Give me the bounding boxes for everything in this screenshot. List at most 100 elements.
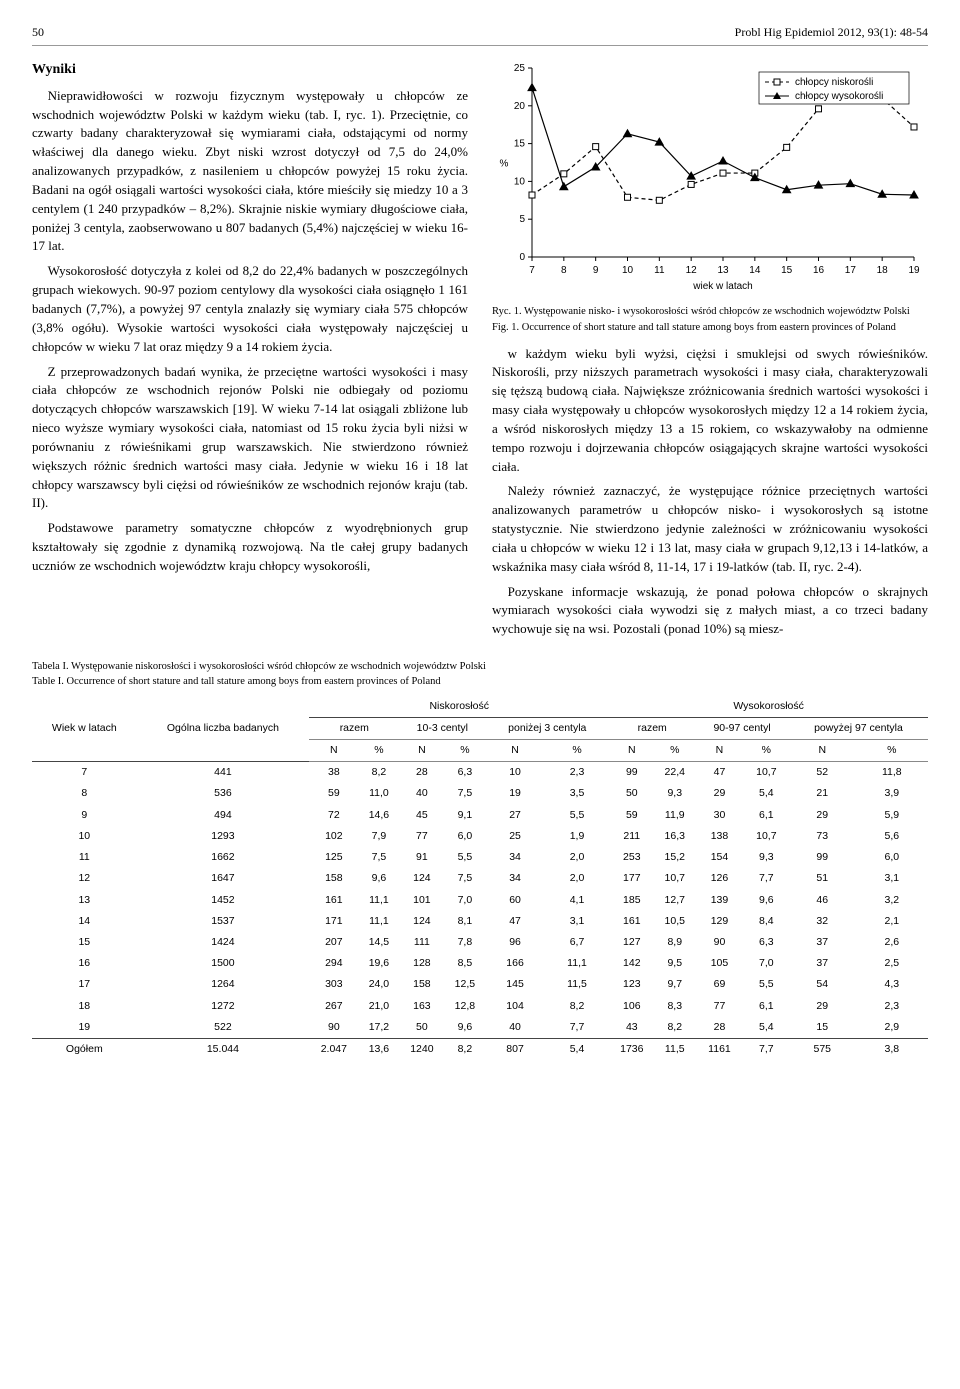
table-cell: 267 xyxy=(309,996,358,1017)
caption-en: Fig. 1. Occurrence of short stature and … xyxy=(492,321,928,335)
table-cell: 128 xyxy=(399,953,444,974)
svg-text:19: 19 xyxy=(908,265,920,276)
table-cell: 6,1 xyxy=(744,996,789,1017)
table-cell: 47 xyxy=(485,911,544,932)
table-cell: 105 xyxy=(695,953,744,974)
table-cell: 51 xyxy=(789,868,856,889)
table-cell: 1293 xyxy=(137,826,310,847)
body-columns: Wyniki Nieprawidłowości w rozwoju fizycz… xyxy=(32,60,928,645)
table-cell: 73 xyxy=(789,826,856,847)
table-cell: 15 xyxy=(789,1017,856,1039)
table-cell: 13,6 xyxy=(358,1039,399,1061)
table-cell: 1161 xyxy=(695,1039,744,1061)
table-cell: 43 xyxy=(609,1017,654,1039)
table-cell: 24,0 xyxy=(358,974,399,995)
table-row: 94947214,6459,1275,55911,9306,1295,9 xyxy=(32,805,928,826)
svg-text:10: 10 xyxy=(622,265,634,276)
col-tall-group: Wysokorosłość xyxy=(609,696,928,718)
table-cell: 15.044 xyxy=(137,1039,310,1061)
table-cell: 441 xyxy=(137,762,310,784)
table-cell: 2,5 xyxy=(856,953,928,974)
table-cell: 40 xyxy=(399,783,444,804)
table-cell: 7,5 xyxy=(444,868,485,889)
col-age: Wiek w latach xyxy=(32,696,137,762)
table-cell: 575 xyxy=(789,1039,856,1061)
table-cell: 11,5 xyxy=(545,974,609,995)
table-cell: 46 xyxy=(789,890,856,911)
section-heading: Wyniki xyxy=(32,60,468,80)
para: Podstawowe parametry somatyczne chłopców… xyxy=(32,519,468,576)
table-cell: 7,7 xyxy=(744,1039,789,1061)
table-cell: 253 xyxy=(609,847,654,868)
table-cell: 7,5 xyxy=(358,847,399,868)
col-n: N xyxy=(309,740,358,762)
para: Pozyskane informacje wskazują, że ponad … xyxy=(492,583,928,640)
table-cell: 37 xyxy=(789,932,856,953)
table-cell: 6,1 xyxy=(744,805,789,826)
table-cell: 15 xyxy=(32,932,137,953)
table-cell: 185 xyxy=(609,890,654,911)
table-cell: 34 xyxy=(485,847,544,868)
table-cell: 8,2 xyxy=(654,1017,695,1039)
svg-text:18: 18 xyxy=(877,265,889,276)
col-pct: % xyxy=(358,740,399,762)
figure-1: 051015202578910111213141516171819%wiek w… xyxy=(492,60,928,334)
table-cell: 166 xyxy=(485,953,544,974)
table-cell: 123 xyxy=(609,974,654,995)
table-cell: 6,3 xyxy=(744,932,789,953)
table-cell: 17 xyxy=(32,974,137,995)
table-cell: 22,4 xyxy=(654,762,695,784)
table-cell: 77 xyxy=(399,826,444,847)
table-cell: 5,4 xyxy=(744,1017,789,1039)
table-cell: 2,3 xyxy=(545,762,609,784)
table-cell: 16,3 xyxy=(654,826,695,847)
table-cell: 1,9 xyxy=(545,826,609,847)
table-cell: 19,6 xyxy=(358,953,399,974)
table-cell: 28 xyxy=(399,762,444,784)
svg-text:11: 11 xyxy=(654,265,665,276)
svg-text:15: 15 xyxy=(781,265,793,276)
table-cell: 29 xyxy=(695,783,744,804)
table-caption-en: Table I. Occurrence of short stature and… xyxy=(32,674,928,689)
svg-text:%: % xyxy=(500,159,509,170)
table-cell: 3,8 xyxy=(856,1039,928,1061)
table-cell: 139 xyxy=(695,890,744,911)
table-cell: 5,9 xyxy=(856,805,928,826)
table-cell: 18 xyxy=(32,996,137,1017)
table-cell: 171 xyxy=(309,911,358,932)
table-total-row: Ogółem15.0442.04713,612408,28075,4173611… xyxy=(32,1039,928,1061)
table-cell: 8,4 xyxy=(744,911,789,932)
table-cell: 1736 xyxy=(609,1039,654,1061)
table-cell: 494 xyxy=(137,805,310,826)
col-below3: poniżej 3 centyla xyxy=(485,717,609,739)
table-cell: 1240 xyxy=(399,1039,444,1061)
table-cell: 6,3 xyxy=(444,762,485,784)
svg-text:14: 14 xyxy=(749,265,761,276)
table-cell: 69 xyxy=(695,974,744,995)
table-cell: 126 xyxy=(695,868,744,889)
table-cell: 8,3 xyxy=(654,996,695,1017)
table-cell: 10,7 xyxy=(744,826,789,847)
table-row: 195229017,2509,6407,7438,2285,4152,9 xyxy=(32,1017,928,1039)
table-cell: 211 xyxy=(609,826,654,847)
table-cell: 59 xyxy=(609,805,654,826)
para: Nieprawidłowości w rozwoju fizycznym wys… xyxy=(32,87,468,257)
table-cell: 10 xyxy=(485,762,544,784)
table-cell: 27 xyxy=(485,805,544,826)
table-row: 1012931027,9776,0251,921116,313810,7735,… xyxy=(32,826,928,847)
table-cell: 91 xyxy=(399,847,444,868)
table-cell: 32 xyxy=(789,911,856,932)
table-cell: 7,0 xyxy=(744,953,789,974)
svg-text:chłopcy niskorośli: chłopcy niskorośli xyxy=(795,77,873,88)
table-cell: 19 xyxy=(32,1017,137,1039)
svg-text:9: 9 xyxy=(593,265,599,276)
para: Z przeprowadzonych badań wynika, że prze… xyxy=(32,363,468,514)
caption-pl: Ryc. 1. Występowanie nisko- i wysokorosł… xyxy=(492,306,910,317)
table-cell: 54 xyxy=(789,974,856,995)
svg-text:12: 12 xyxy=(686,265,698,276)
table-cell: 72 xyxy=(309,805,358,826)
svg-text:10: 10 xyxy=(514,177,526,188)
line-chart: 051015202578910111213141516171819%wiek w… xyxy=(492,60,922,295)
table-cell: 7,8 xyxy=(444,932,485,953)
table-cell: 125 xyxy=(309,847,358,868)
